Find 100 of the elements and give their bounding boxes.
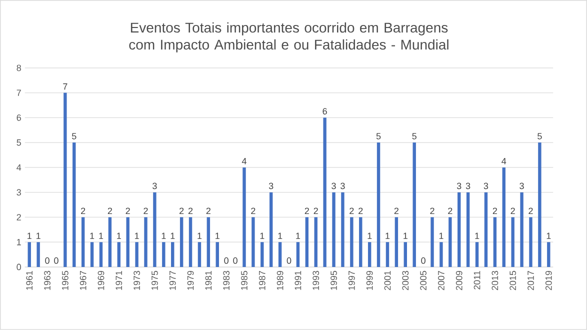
bar xyxy=(135,242,138,268)
bar xyxy=(520,192,524,268)
x-tick-label: 1999 xyxy=(366,270,373,290)
bar xyxy=(368,242,372,268)
bar xyxy=(99,242,103,268)
data-label: 2 xyxy=(180,208,184,214)
data-label: 1 xyxy=(475,232,480,239)
data-label: 3 xyxy=(484,182,488,190)
bar xyxy=(538,142,542,268)
bar xyxy=(162,242,166,268)
y-tick-label: 5 xyxy=(16,139,21,146)
data-label: 1 xyxy=(296,232,300,239)
y-tick-label: 0 xyxy=(16,264,22,270)
x-tick-label: 1975 xyxy=(152,270,158,290)
data-label: 5 xyxy=(72,133,76,140)
y-tick-label: 2 xyxy=(16,214,21,220)
data-label: 1 xyxy=(162,232,166,239)
bar xyxy=(180,217,184,268)
data-label: 3 xyxy=(152,182,157,190)
data-label: 1 xyxy=(260,232,264,239)
data-label: 2 xyxy=(394,208,398,214)
bar xyxy=(242,167,246,268)
x-tick-label: 1965 xyxy=(62,270,68,290)
bar xyxy=(171,242,174,268)
data-label: 0 xyxy=(45,257,50,264)
x-tick-label: 2019 xyxy=(545,270,552,290)
bar xyxy=(296,242,300,268)
bar xyxy=(376,142,380,268)
data-label: 1 xyxy=(28,232,32,239)
bar xyxy=(466,192,470,268)
data-label: 3 xyxy=(456,182,462,190)
x-tick-label: 1963 xyxy=(44,270,50,290)
bar xyxy=(144,217,148,268)
x-tick-label: 2007 xyxy=(438,271,444,290)
bar xyxy=(386,242,390,268)
bar xyxy=(305,217,309,268)
x-tick-label: 2003 xyxy=(402,270,409,290)
y-tick-label: 3 xyxy=(16,189,21,196)
bar xyxy=(394,217,398,268)
bar xyxy=(198,242,202,268)
x-tick-label: 1997 xyxy=(348,271,355,290)
x-tick-label: 1971 xyxy=(116,271,122,290)
x-tick-label: 1969 xyxy=(98,270,104,290)
bar xyxy=(412,142,416,268)
data-label: 1 xyxy=(216,232,220,239)
data-label: 3 xyxy=(268,182,274,190)
bar xyxy=(341,192,344,268)
x-tick-label: 1967 xyxy=(80,271,86,290)
x-tick-label: 1977 xyxy=(169,271,176,290)
bar xyxy=(493,217,497,268)
x-tick-label: 2005 xyxy=(420,270,426,290)
y-tick-label: 8 xyxy=(16,64,21,72)
data-label: 2 xyxy=(430,208,434,214)
bar xyxy=(126,217,130,268)
data-label: 1 xyxy=(198,232,202,239)
bar xyxy=(117,242,120,268)
data-label: 2 xyxy=(314,208,318,214)
x-tick-label: 1981 xyxy=(205,271,212,290)
y-tick-label: 6 xyxy=(16,114,21,121)
data-label: 3 xyxy=(466,182,470,190)
x-tick-label: 1993 xyxy=(312,270,320,290)
bar xyxy=(484,192,488,268)
data-label: 1 xyxy=(36,232,40,239)
y-tick-label: 4 xyxy=(16,164,22,171)
bar xyxy=(404,242,407,268)
bar xyxy=(108,217,112,268)
x-tick-label: 2009 xyxy=(456,270,462,290)
bar xyxy=(529,217,532,268)
data-label: 5 xyxy=(538,133,542,140)
data-label: 2 xyxy=(350,208,354,214)
bar xyxy=(314,217,318,268)
bar xyxy=(270,192,273,268)
x-tick-label: 1995 xyxy=(330,270,337,290)
data-label: 2 xyxy=(510,208,515,214)
x-tick-label: 2017 xyxy=(528,271,534,290)
bar xyxy=(350,217,354,268)
data-label: 1 xyxy=(404,232,408,239)
data-label: 2 xyxy=(528,208,533,214)
x-tick-label: 1987 xyxy=(258,271,266,290)
x-tick-label: 1979 xyxy=(187,270,194,290)
data-label: 2 xyxy=(251,208,256,214)
data-label: 2 xyxy=(492,208,497,214)
bar xyxy=(332,192,336,268)
data-label: 2 xyxy=(304,208,309,214)
data-label: 2 xyxy=(448,208,452,214)
bar xyxy=(188,217,192,268)
data-label: 0 xyxy=(421,257,426,264)
x-tick-label: 2015 xyxy=(510,270,516,290)
bar xyxy=(278,242,282,268)
data-label: 4 xyxy=(242,158,246,164)
data-label: 1 xyxy=(386,232,390,239)
data-label: 1 xyxy=(278,232,282,239)
bar xyxy=(323,118,326,268)
data-label: 1 xyxy=(99,232,104,239)
data-label: 7 xyxy=(63,83,68,90)
data-label: 1 xyxy=(170,232,175,239)
bar xyxy=(90,242,94,268)
bar xyxy=(216,242,219,268)
data-label: 2 xyxy=(81,208,86,214)
data-label: 2 xyxy=(206,208,210,214)
